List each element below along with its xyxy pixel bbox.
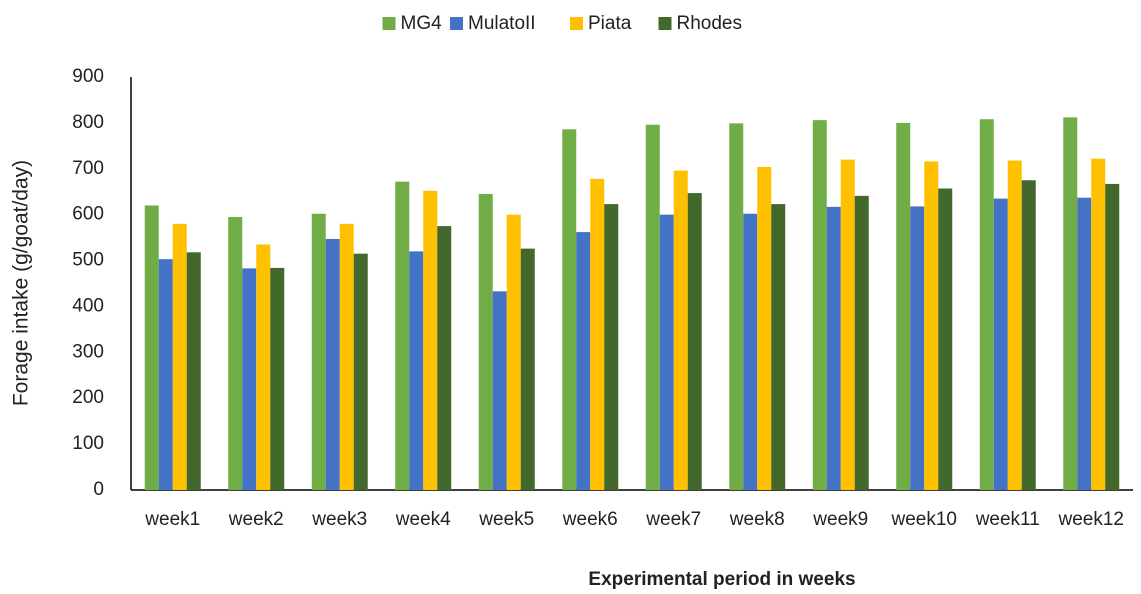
bar [409,251,424,490]
x-tick-label: week6 [562,509,618,530]
y-tick-label: 300 [72,341,104,362]
bar [172,223,187,490]
bar [1007,160,1022,491]
bar [645,124,660,491]
bar [228,216,243,490]
bar [1077,197,1092,490]
x-tick-label: week8 [729,509,785,530]
x-axis-title: Experimental period in weeks [588,569,855,590]
bar [562,129,577,490]
bar [520,248,535,490]
legend-label: Piata [588,13,632,34]
bar [673,170,688,490]
bar [993,198,1008,490]
y-tick-label: 700 [72,158,104,179]
bar [910,206,925,490]
bar [1105,183,1120,490]
bar [506,214,521,490]
y-tick-label: 500 [72,250,104,271]
bar [604,204,619,490]
legend-label: MulatoII [468,13,536,34]
legend-swatch [450,17,463,30]
legend-swatch [658,17,672,30]
bar [437,226,452,490]
x-tick-label: week2 [228,509,284,530]
y-tick-label: 200 [72,387,104,408]
bar [840,159,855,490]
bar [325,238,340,490]
bar [1091,158,1106,490]
bar [590,178,605,490]
legend-label: Rhodes [677,13,743,34]
bar [256,244,271,490]
bar [1063,117,1078,490]
bar [144,205,159,490]
x-tick-label: week11 [975,509,1040,530]
bar [924,161,939,491]
legend-label: MG4 [401,13,443,34]
bar [1021,180,1036,490]
bar [353,253,368,490]
bar [270,267,285,490]
bar [743,213,758,490]
bar [896,122,911,490]
bar [423,190,438,490]
bar [492,291,507,490]
bar [687,193,702,491]
bar [979,119,994,491]
y-tick-label: 0 [93,479,104,500]
bar [771,204,786,490]
x-tick-label: week1 [144,509,200,530]
bar [478,194,493,490]
y-tick-label: 900 [72,66,104,87]
bar [729,123,744,490]
bar [339,223,354,490]
y-tick-label: 600 [72,204,104,225]
y-tick-label: 800 [72,112,104,133]
bar [186,252,201,490]
x-tick-label: week5 [478,509,534,530]
bar [311,213,326,490]
bar [826,206,841,491]
bar [158,259,173,490]
y-tick-label: 400 [72,295,104,316]
x-tick-label: week10 [891,509,958,530]
bar [576,232,591,491]
bar [659,214,674,490]
bar [854,195,869,490]
x-tick-label: week3 [311,509,367,530]
bar [395,181,410,491]
bar [812,120,827,490]
bar [938,188,953,490]
bar [242,268,257,490]
x-tick-label: week4 [395,509,451,530]
legend-swatch [570,17,583,30]
x-tick-label: week9 [812,509,868,530]
x-tick-label: week7 [645,509,701,530]
x-tick-label: week12 [1058,509,1125,530]
y-tick-label: 100 [72,433,104,454]
y-axis-title: Forage intake (g/goat/day) [10,160,33,406]
bar [757,166,772,491]
legend-swatch [382,17,396,30]
